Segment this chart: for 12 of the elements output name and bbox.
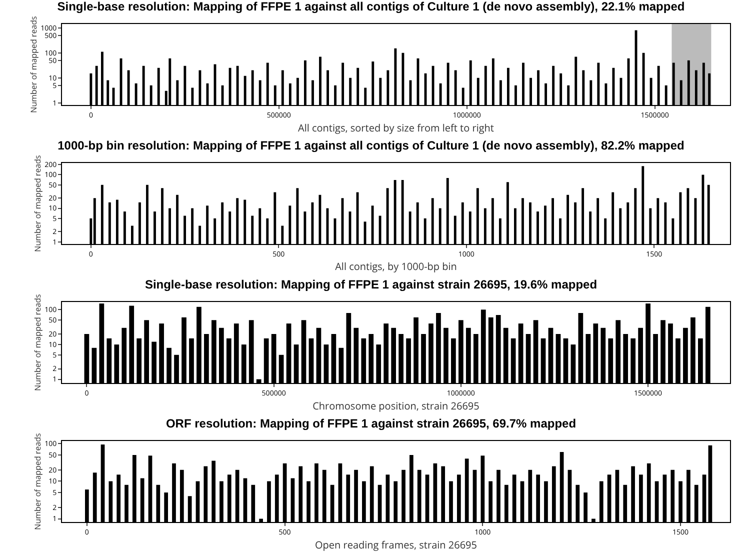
y-axis-title: Number of mapped reads: [32, 294, 44, 391]
chart-title: Single-base resolution: Mapping of FFPE 1 against all contigs of Culture 1 (de novo assembly), 22.1% mapped: [57, 0, 685, 14]
x-axis-title: Chromosome position, strain 26695: [312, 398, 480, 412]
chart-title: 1000-bp bin resolution: Mapping of FFPE 1 against all contigs of Culture 1 (de novo assembly), 82.2% mapped: [58, 138, 684, 152]
chart-title: Single-base resolution: Mapping of FFPE 1 against strain 26695, 19.6% mapped: [144, 277, 598, 292]
x-axis-title: All contigs, sorted by size from left to right: [298, 120, 494, 134]
y-axis-title: Number of mapped reads: [32, 154, 44, 252]
x-axis-title: All contigs, by 1000-bp bin: [335, 258, 457, 273]
y-axis-title: Number of mapped reads: [32, 432, 44, 530]
chart-title: ORF resolution: Mapping of FFPE 1 against strain 26695, 69.7% mapped: [166, 416, 576, 430]
x-axis-title: Open reading frames, strain 26695: [315, 537, 478, 552]
y-axis-title: Number of mapped reads: [28, 16, 40, 113]
